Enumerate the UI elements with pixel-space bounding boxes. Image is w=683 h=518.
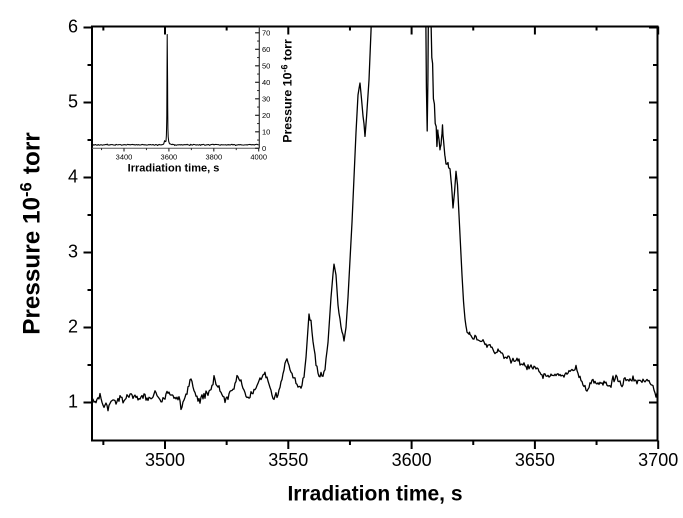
svg-text:1: 1 bbox=[68, 392, 78, 412]
svg-text:70: 70 bbox=[262, 29, 270, 38]
svg-text:40: 40 bbox=[262, 78, 270, 87]
svg-text:20: 20 bbox=[262, 111, 270, 120]
svg-text:10: 10 bbox=[262, 128, 270, 137]
svg-text:3: 3 bbox=[68, 242, 78, 262]
svg-text:3500: 3500 bbox=[145, 450, 185, 470]
svg-text:4000: 4000 bbox=[250, 152, 267, 161]
svg-text:5: 5 bbox=[68, 92, 78, 112]
svg-text:3700: 3700 bbox=[638, 450, 678, 470]
svg-text:4: 4 bbox=[68, 167, 78, 187]
svg-text:3400: 3400 bbox=[116, 152, 133, 161]
svg-text:Pressure 10-6 torr: Pressure 10-6 torr bbox=[17, 132, 46, 335]
svg-text:30: 30 bbox=[262, 95, 270, 104]
svg-text:0: 0 bbox=[262, 144, 266, 153]
svg-text:Irradiation time, s: Irradiation time, s bbox=[128, 163, 220, 175]
svg-text:3600: 3600 bbox=[161, 152, 178, 161]
svg-text:3800: 3800 bbox=[205, 152, 222, 161]
svg-text:Pressure 10-6 torr: Pressure 10-6 torr bbox=[279, 39, 295, 143]
svg-text:3650: 3650 bbox=[515, 450, 555, 470]
svg-text:3550: 3550 bbox=[268, 450, 308, 470]
svg-text:3600: 3600 bbox=[392, 450, 432, 470]
svg-text:Irradiation time, s: Irradiation time, s bbox=[287, 483, 462, 506]
svg-text:6: 6 bbox=[68, 17, 78, 37]
svg-text:50: 50 bbox=[262, 62, 270, 71]
svg-text:2: 2 bbox=[68, 317, 78, 337]
svg-text:60: 60 bbox=[262, 45, 270, 54]
